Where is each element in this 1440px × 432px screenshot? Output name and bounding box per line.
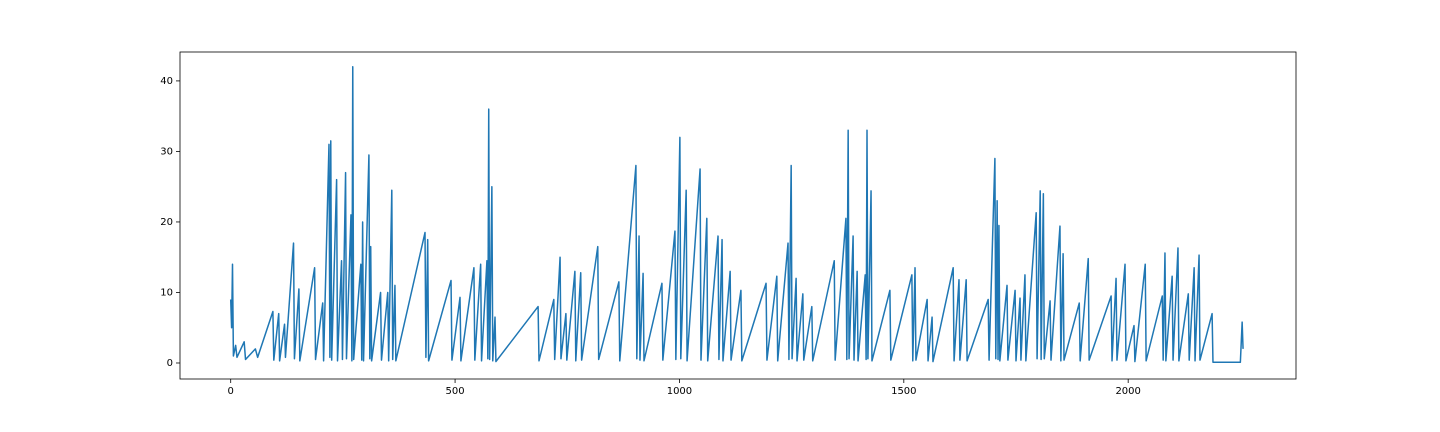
y-tick-label: 40	[160, 76, 173, 87]
x-tick-label: 500	[446, 386, 465, 397]
data-line	[229, 66, 1244, 364]
y-tick-label: 30	[160, 146, 173, 157]
x-tick-label: 2000	[1115, 386, 1140, 397]
y-tick-label: 20	[160, 217, 173, 228]
axes-frame	[179, 51, 1297, 380]
x-tick-label: 0	[228, 386, 234, 397]
y-tick-label: 10	[160, 287, 173, 298]
x-tick-label: 1500	[891, 386, 916, 397]
y-tick-label: 0	[167, 358, 173, 369]
x-tick-label: 1000	[667, 386, 692, 397]
